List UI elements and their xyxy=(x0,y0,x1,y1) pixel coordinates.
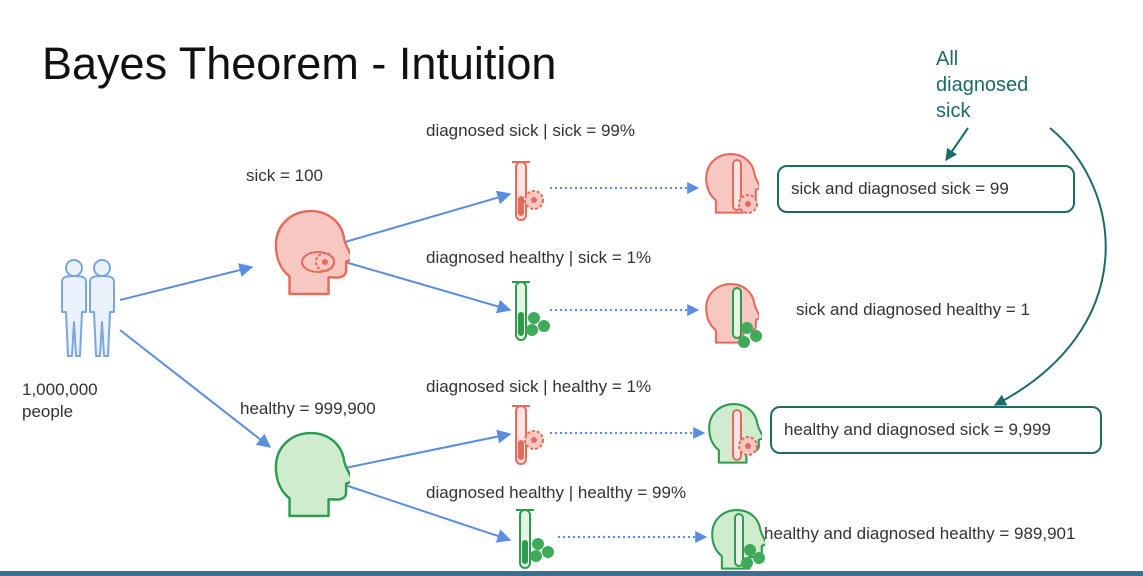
test-tube-sick-icon-1 xyxy=(512,161,544,221)
test-label-sick-diag-healthy: diagnosed healthy | sick = 1% xyxy=(426,248,652,267)
arrow-healthy-to-test-healthy xyxy=(344,484,512,543)
arrow-to-sick xyxy=(119,263,254,301)
callout-arrow-short xyxy=(945,127,969,161)
arrow-healthy-to-test-sick xyxy=(344,429,512,469)
healthy-head-icon xyxy=(274,431,350,518)
sick-head-icon xyxy=(274,209,350,296)
test-tube-healthy-icon-2 xyxy=(516,509,554,569)
test-tube-healthy-icon-1 xyxy=(512,281,550,341)
outcome-healthy-diag-healthy: healthy and diagnosed healthy = 989,901 xyxy=(764,524,1076,543)
test-label-healthy-diag-healthy: diagnosed healthy | healthy = 99% xyxy=(426,483,687,502)
callout-line-3: sick xyxy=(936,100,971,122)
test-label-sick-diag-sick: diagnosed sick | sick = 99% xyxy=(426,121,635,140)
outcome-sick-diag-healthy: sick and diagnosed healthy = 1 xyxy=(796,300,1030,319)
outcome-healthy-diag-sick: healthy and diagnosed sick = 9,999 xyxy=(784,420,1052,439)
result-sick-diag-healthy-icon xyxy=(705,283,762,348)
people-icon xyxy=(61,259,115,357)
arrow-sick-to-test-sick xyxy=(344,190,512,243)
sick-count-label: sick = 100 xyxy=(246,166,324,185)
test-tube-sick-icon-2 xyxy=(512,405,544,465)
outcome-sick-diag-sick: sick and diagnosed sick = 99 xyxy=(791,179,1009,198)
callout-line-1: All xyxy=(936,48,959,70)
outcome-box-sick-diag-sick: sick and diagnosed sick = 99 xyxy=(777,165,1075,213)
healthy-count-label: healthy = 999,900 xyxy=(240,399,376,418)
page-title: Bayes Theorem - Intuition xyxy=(42,38,557,89)
bottom-bar xyxy=(0,571,1143,576)
arrow-to-healthy xyxy=(119,329,272,448)
outcome-box-healthy-diag-sick: healthy and diagnosed sick = 9,999 xyxy=(770,406,1102,454)
callout-arrow-curve xyxy=(993,127,1107,406)
test-label-healthy-diag-sick: diagnosed sick | healthy = 1% xyxy=(426,377,652,396)
result-healthy-diag-healthy-icon xyxy=(711,509,765,570)
callout-line-2: diagnosed xyxy=(936,74,1029,96)
population-label: 1,000,000 people xyxy=(22,379,98,423)
population-count: 1,000,000 xyxy=(22,380,98,399)
callout-all-diagnosed-sick: All diagnosed sick xyxy=(936,46,1066,124)
result-healthy-diag-sick-icon xyxy=(708,403,762,464)
result-sick-diag-sick-icon xyxy=(705,153,759,214)
arrow-sick-to-test-healthy xyxy=(344,261,512,314)
population-unit: people xyxy=(22,402,74,421)
